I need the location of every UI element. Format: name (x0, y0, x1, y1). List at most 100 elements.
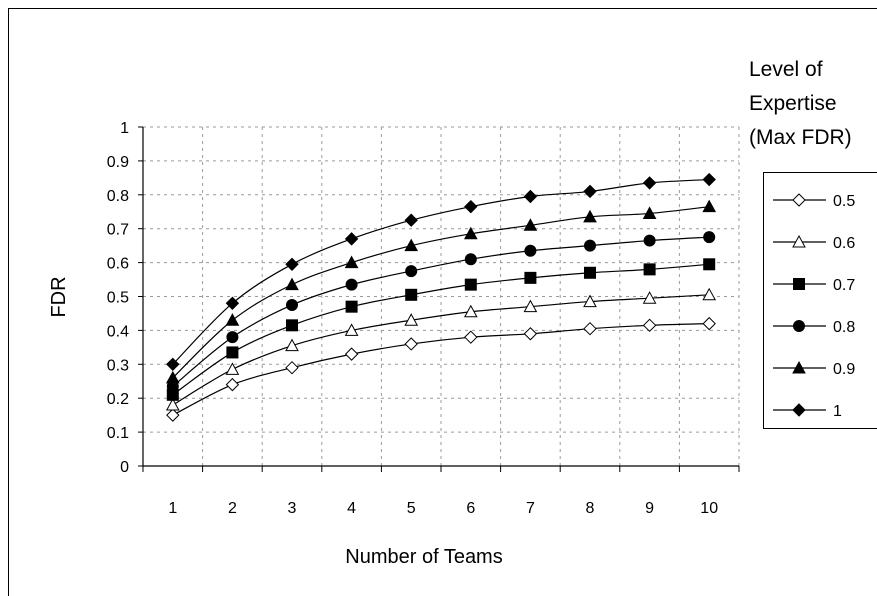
data-point (463, 304, 478, 318)
x-tick-label: 7 (526, 500, 535, 517)
data-point (226, 331, 239, 344)
data-point (286, 319, 298, 332)
x-tick-label: 1 (168, 500, 177, 517)
y-tick-label: 0 (120, 459, 129, 476)
data-point (642, 176, 657, 190)
x-tick-label: 3 (288, 500, 297, 517)
data-point (642, 291, 657, 304)
legend-marker (792, 193, 806, 207)
y-tick-label: 0.9 (107, 154, 129, 171)
data-point (404, 337, 418, 351)
series-0.6 (165, 287, 717, 411)
data-point (225, 362, 240, 375)
data-point (285, 277, 299, 291)
x-tick-label: 4 (347, 500, 356, 517)
data-point (285, 338, 299, 352)
legend-item: 0.6 (773, 234, 855, 252)
series-line (172, 178, 710, 365)
legend-title: Level of Expertise (Max FDR) (749, 58, 852, 149)
series-line (172, 236, 710, 387)
data-point (404, 238, 419, 252)
data-point (702, 199, 717, 213)
data-point (165, 370, 180, 384)
legend-title-line-2: Expertise (749, 92, 837, 115)
y-tick-label: 0.8 (107, 188, 129, 205)
series-1 (166, 172, 716, 372)
data-point (344, 255, 359, 269)
legend-label: 0.9 (833, 361, 855, 378)
legend-marker (793, 278, 805, 290)
legend-item: 0.5 (773, 193, 855, 210)
data-point (703, 231, 716, 244)
data-point (226, 346, 239, 359)
y-tick-label: 0.5 (107, 290, 129, 307)
y-tick-label: 0.7 (107, 222, 129, 239)
data-point (523, 218, 538, 231)
x-tick-label: 9 (645, 500, 654, 517)
data-point (286, 298, 298, 311)
data-point (583, 294, 597, 308)
data-point (404, 213, 418, 227)
legend: 0.5 0.6 0.7 0.8 0.9 1 (773, 193, 855, 420)
series-line (172, 206, 710, 379)
y-tick-label: 0.6 (107, 256, 129, 273)
legend-title-line-1: Level of (749, 58, 823, 81)
x-tick-label: 10 (700, 500, 718, 517)
y-tick-label: 0.3 (107, 357, 129, 374)
data-point (225, 377, 240, 392)
data-point (583, 321, 597, 336)
data-point (524, 244, 537, 257)
data-point (703, 258, 716, 271)
x-tick-label: 2 (228, 500, 237, 517)
legend-label: 1 (833, 403, 842, 420)
tick-labels: 0 0.1 0.2 0.3 0.4 0.5 0.6 0.7 0.8 0.9 1 1 2 3 4 5 6 7 8 9 10 (107, 120, 718, 517)
data-point (584, 266, 596, 279)
data-point (583, 209, 597, 223)
data-point (404, 313, 419, 326)
legend-item: 1 (773, 403, 842, 420)
data-point (523, 189, 538, 204)
legend-label: 0.8 (833, 319, 855, 336)
y-tick-label: 0.4 (107, 323, 129, 340)
series-0.7 (166, 258, 716, 401)
data-point (405, 288, 418, 301)
data-point (165, 397, 180, 411)
data-point (702, 287, 717, 301)
data-point (225, 313, 240, 326)
data-point (285, 257, 299, 272)
data-point (702, 316, 716, 331)
legend-box (763, 172, 877, 429)
data-point (345, 300, 358, 313)
data-point (642, 206, 657, 219)
legend-marker (792, 360, 806, 374)
legend-label: 0.7 (833, 277, 855, 294)
data-point (464, 330, 478, 344)
data-point (405, 265, 418, 278)
data-point (344, 232, 359, 246)
data-point (463, 226, 478, 240)
axes (138, 126, 740, 472)
y-axis-label: FDR (48, 276, 70, 317)
x-tick-label: 6 (466, 500, 475, 517)
legend-title-line-3: (Max FDR) (749, 126, 852, 149)
legend-item: 0.7 (773, 277, 855, 294)
data-point (345, 278, 358, 291)
series-line (172, 294, 710, 406)
legend-marker (792, 403, 806, 417)
data-point (643, 234, 656, 247)
chart-frame (8, 8, 877, 596)
x-tick-label: 5 (407, 500, 416, 517)
series-line (172, 323, 710, 416)
data-point (702, 172, 716, 187)
data-point (584, 239, 596, 252)
data-point (583, 184, 597, 199)
legend-label: 0.6 (833, 235, 855, 252)
series-0.8 (166, 231, 716, 393)
x-axis-label: Number of Teams (345, 546, 502, 568)
series-line (172, 263, 710, 396)
legend-marker (792, 234, 806, 248)
data-point (523, 299, 538, 313)
data-point (642, 318, 657, 333)
data-point (166, 408, 180, 422)
